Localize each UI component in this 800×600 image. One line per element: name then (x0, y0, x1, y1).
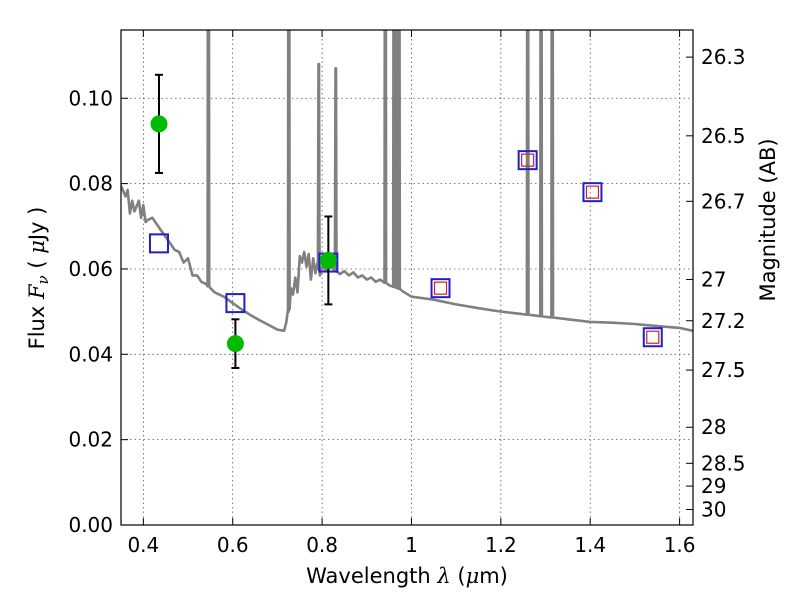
y-tick-label: 0.08 (68, 172, 113, 196)
model-point-blue (225, 293, 246, 314)
x-tick-label: 1 (405, 533, 418, 557)
mag-tick-label: 27 (701, 267, 726, 291)
mag-tick-label: 28.5 (701, 451, 746, 475)
x-tick-label: 0.6 (217, 533, 249, 557)
model-point-blue (430, 278, 451, 299)
model-point-red (646, 330, 660, 344)
gridlines (121, 30, 693, 525)
x-axis-label: Wavelength λ (μm) (306, 564, 508, 588)
x-tick-label: 1.2 (485, 533, 517, 557)
ticks-layer: 0.4 0.6 0.8 1 1.2 1.4 1.6 0.00 0.02 0.04 0.06 0.08 0… (68, 30, 746, 557)
mag-tick-label: 27.5 (701, 358, 746, 382)
observed-point (226, 335, 244, 353)
mag-tick-label: 28 (701, 415, 726, 439)
x-tick-label: 0.4 (127, 533, 159, 557)
y-tick-label: 0.10 (68, 86, 113, 110)
mag-tick-label: 26.7 (701, 189, 746, 213)
mag-tick-label: 29 (701, 474, 726, 498)
mag-tick-label: 27.2 (701, 309, 746, 333)
y-axis-label-left: Flux Fν ( μJy ) (25, 207, 52, 350)
y-tick-label: 0.04 (68, 342, 113, 366)
model-point-blue (517, 150, 538, 171)
y-tick-label: 0.00 (68, 513, 113, 537)
model-point-blue (148, 233, 169, 254)
mag-tick-label: 26.3 (701, 45, 746, 69)
model-point-red (585, 185, 600, 199)
x-tick-label: 0.8 (306, 533, 338, 557)
spectrum-line (121, 30, 693, 333)
points-layer (148, 73, 663, 369)
observed-point (150, 115, 168, 133)
mag-tick-label: 26.5 (701, 124, 746, 148)
y-axis-label-right: Magnitude (AB) (756, 138, 780, 301)
observed-point (319, 251, 337, 269)
plot-frame (120, 29, 694, 526)
x-tick-label: 1.6 (664, 533, 696, 557)
model-point-red (433, 281, 448, 295)
y-tick-label: 0.02 (68, 428, 113, 452)
model-point-blue (582, 182, 603, 203)
mag-tick-label: 30 (701, 498, 726, 522)
y-tick-label: 0.06 (68, 257, 113, 281)
x-tick-label: 1.4 (574, 533, 606, 557)
model-point-red (521, 153, 535, 167)
spectrum-layer (121, 30, 693, 333)
model-point-blue (642, 327, 663, 348)
